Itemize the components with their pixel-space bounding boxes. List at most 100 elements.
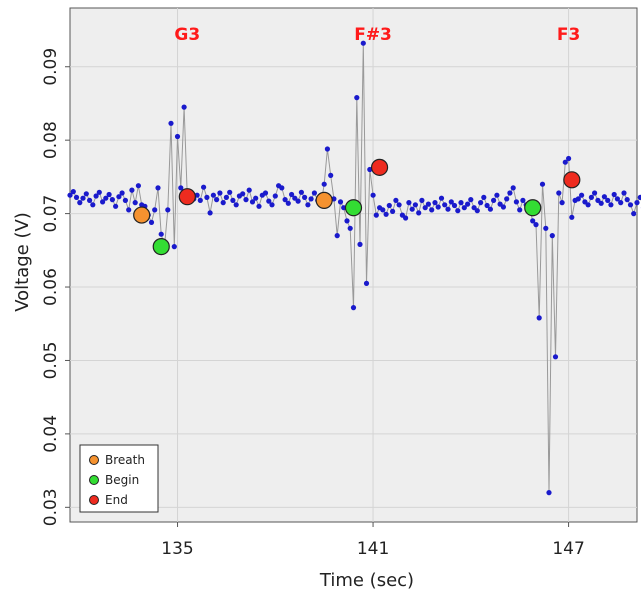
signal-point	[380, 207, 386, 213]
signal-point	[298, 189, 304, 195]
signal-point	[256, 203, 262, 209]
signal-point	[113, 203, 119, 209]
signal-point	[135, 183, 141, 189]
signal-point	[559, 200, 565, 206]
signal-point	[624, 197, 630, 203]
signal-point	[546, 490, 552, 496]
signal-point	[285, 200, 291, 206]
signal-point	[481, 194, 487, 200]
signal-point	[448, 199, 454, 205]
y-tick-label: 0.04	[41, 415, 61, 453]
signal-point	[197, 197, 203, 203]
signal-point	[468, 197, 474, 203]
signal-point	[337, 199, 344, 205]
signal-point	[605, 197, 611, 203]
legend-begin-swatch	[89, 475, 99, 485]
signal-point	[210, 192, 216, 198]
signal-point	[347, 225, 353, 231]
x-tick-label: 147	[552, 539, 584, 559]
signal-point	[549, 233, 555, 239]
signal-point	[396, 202, 402, 208]
signal-point	[350, 305, 357, 311]
signal-point	[363, 280, 370, 286]
signal-point	[354, 95, 360, 101]
signal-point	[569, 214, 575, 220]
signal-point	[171, 244, 177, 250]
signal-point	[344, 218, 350, 224]
signal-point	[249, 199, 256, 205]
signal-point	[373, 212, 379, 218]
signal-point	[223, 194, 229, 200]
signal-point	[370, 192, 376, 198]
signal-point	[412, 202, 418, 208]
signal-point	[484, 202, 490, 209]
signal-point	[513, 199, 520, 205]
signal-point	[451, 202, 458, 209]
signal-point	[272, 193, 278, 199]
signal-point	[266, 198, 272, 204]
signal-point	[220, 200, 226, 206]
signal-point	[262, 190, 269, 196]
signal-point	[621, 190, 627, 196]
signal-point	[478, 200, 484, 206]
begin-marker	[524, 199, 542, 217]
signal-point	[119, 190, 125, 196]
signal-point	[458, 200, 464, 206]
signal-point	[601, 194, 608, 200]
signal-point	[425, 201, 431, 207]
signal-point	[566, 155, 572, 162]
x-tick-label: 135	[161, 539, 193, 559]
signal-point	[207, 210, 213, 216]
signal-point	[243, 197, 249, 203]
signal-point	[83, 191, 89, 197]
signal-point	[360, 40, 366, 46]
signal-point	[442, 202, 448, 208]
breath-marker	[133, 206, 151, 224]
signal-point	[510, 185, 516, 191]
signal-point	[530, 218, 536, 224]
signal-point	[533, 222, 539, 228]
signal-point	[393, 197, 399, 203]
signal-point	[429, 207, 435, 213]
y-tick-label: 0.06	[41, 268, 61, 306]
signal-point	[233, 202, 239, 208]
signal-point	[93, 193, 99, 199]
signal-point	[461, 205, 467, 211]
signal-point	[132, 200, 138, 206]
signal-series	[67, 40, 641, 496]
signal-point	[552, 354, 559, 360]
signal-point	[494, 192, 500, 198]
signal-point	[536, 315, 542, 321]
note-annotations: G3 F#3 F3	[174, 25, 580, 45]
y-tick-label: 0.09	[41, 48, 61, 86]
signal-point	[432, 200, 438, 206]
signal-point	[487, 206, 493, 212]
note-label: G3	[174, 25, 200, 45]
y-tick-label: 0.05	[41, 342, 61, 380]
signal-point	[328, 172, 334, 178]
begin-marker	[344, 199, 363, 217]
signal-point	[230, 197, 236, 203]
signal-point	[334, 233, 340, 239]
signal-point	[155, 185, 161, 191]
signal-point	[201, 184, 207, 190]
axis-ticks: 0.03 0.04 0.05 0.06 0.07 0.08 0.09 135 141 147	[41, 48, 585, 559]
signal-point	[103, 195, 109, 201]
signal-point	[386, 202, 392, 209]
end-marker	[178, 188, 196, 206]
signal-point	[246, 187, 252, 193]
signal-point	[282, 197, 288, 203]
signal-point	[627, 202, 634, 208]
signal-point	[614, 196, 621, 202]
plot-area	[69, 7, 638, 523]
signal-point	[500, 204, 506, 210]
signal-point	[406, 200, 412, 206]
signal-point	[227, 189, 233, 195]
signal-point	[324, 146, 330, 152]
signal-point	[416, 210, 422, 216]
signal-point	[438, 195, 445, 201]
legend-end-swatch	[89, 495, 99, 505]
signal-point	[491, 197, 497, 203]
signal-point	[592, 190, 598, 196]
signal-point	[217, 190, 223, 196]
